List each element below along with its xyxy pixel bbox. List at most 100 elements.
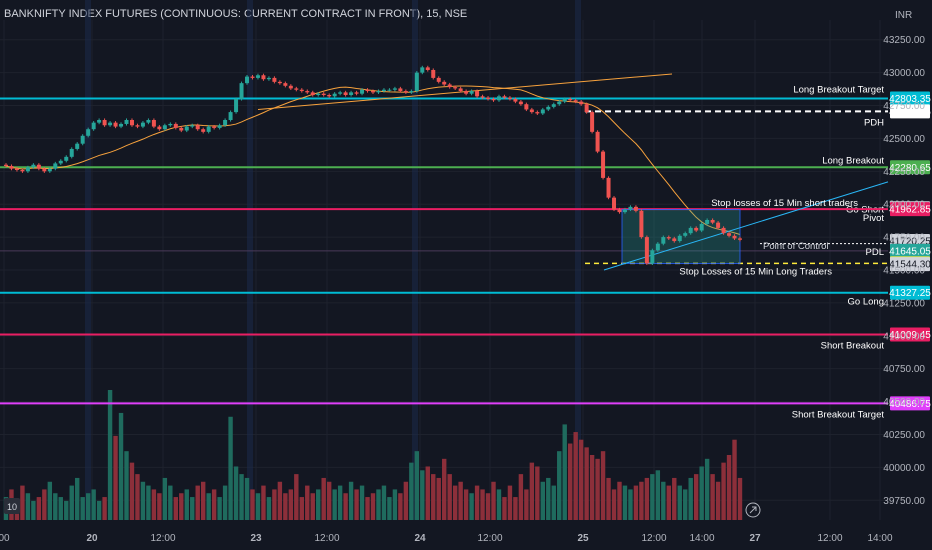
candle-body bbox=[661, 237, 666, 244]
volume-bar bbox=[244, 477, 250, 520]
volume-bar bbox=[211, 489, 217, 520]
candle-body bbox=[245, 76, 250, 84]
volume-bar bbox=[387, 497, 392, 520]
candle-body bbox=[529, 109, 534, 113]
candle-body bbox=[135, 125, 140, 127]
volume-bar bbox=[458, 481, 463, 520]
x-tick-label: 12:00 bbox=[150, 533, 175, 544]
candle-body bbox=[568, 98, 573, 101]
volume-bar bbox=[518, 474, 524, 520]
price-tag-value: 41009.45 bbox=[889, 330, 931, 341]
candle-body bbox=[4, 164, 8, 167]
volume-bar bbox=[64, 500, 69, 520]
volume-bar bbox=[58, 497, 63, 520]
annotation-text: Point of Control bbox=[763, 241, 828, 252]
candle-body bbox=[392, 88, 397, 90]
y-tick-label: 41500.00 bbox=[883, 266, 925, 277]
volume-bar bbox=[666, 485, 671, 520]
volume-bar bbox=[507, 485, 513, 520]
price-tag bbox=[890, 257, 930, 272]
volume-bar bbox=[135, 474, 140, 520]
candle-body bbox=[64, 156, 69, 161]
candle-body bbox=[453, 87, 458, 89]
volume-bar bbox=[704, 458, 710, 520]
volume-bar bbox=[31, 500, 36, 520]
volume-bar bbox=[469, 493, 474, 520]
candles bbox=[4, 65, 742, 265]
volume-bar bbox=[195, 485, 200, 520]
candle-body bbox=[617, 209, 622, 213]
candle-body bbox=[595, 131, 600, 152]
volume-bar bbox=[96, 500, 102, 520]
candle-body bbox=[381, 89, 386, 92]
volume-bar bbox=[595, 458, 600, 520]
y-axis[interactable]: 39750.00 40000.00 40250.00 40500.00 40750.00… bbox=[883, 10, 925, 507]
candle-body bbox=[655, 243, 660, 251]
volume-bar bbox=[107, 390, 113, 520]
candle-body bbox=[190, 125, 195, 127]
candle-body bbox=[672, 238, 677, 242]
volume-bar bbox=[392, 489, 398, 520]
volume-bar bbox=[655, 470, 661, 520]
session-band bbox=[247, 0, 253, 520]
volume-bar bbox=[173, 497, 179, 520]
candle-body bbox=[86, 129, 91, 136]
session-band bbox=[85, 0, 91, 520]
volume-bar bbox=[47, 481, 53, 520]
candle-body bbox=[288, 85, 293, 89]
price-tag bbox=[890, 327, 930, 342]
candle-body bbox=[129, 120, 134, 126]
candle-body bbox=[376, 91, 381, 93]
x-tick-label: 12:00 bbox=[314, 533, 339, 544]
x-tick-label: 25 bbox=[577, 533, 589, 544]
volume-bar bbox=[551, 485, 556, 520]
candle-body bbox=[14, 168, 19, 170]
candle-body bbox=[58, 160, 63, 164]
candle-body bbox=[321, 93, 326, 95]
x-tick-label: 24 bbox=[414, 533, 426, 544]
candle-body bbox=[688, 227, 693, 234]
volume-bar bbox=[606, 477, 611, 520]
price-tag-value: 42803.35 bbox=[889, 94, 931, 105]
y-tick-label: 41750.00 bbox=[883, 233, 925, 244]
candle-body bbox=[622, 209, 627, 213]
price-tag-value: 42280.65 bbox=[889, 163, 931, 174]
x-axis[interactable]: 00 20 12:00 23 12:00 24 12:00 25 12:00 14:00 27 12:… bbox=[0, 533, 893, 544]
tv-badge bbox=[4, 498, 20, 514]
candle-body bbox=[683, 233, 688, 236]
volume-bar bbox=[485, 493, 491, 520]
volume-bar bbox=[688, 477, 693, 520]
volume-bar bbox=[277, 481, 283, 520]
annotation-text: Stop Losses of 15 Min Long Traders bbox=[679, 267, 832, 278]
candle-body bbox=[398, 88, 403, 92]
scroll-to-realtime-icon[interactable] bbox=[745, 502, 761, 518]
price-level-label: Pivot bbox=[863, 213, 884, 224]
candle-body bbox=[157, 126, 162, 130]
price-tag bbox=[890, 91, 930, 106]
volume-bar bbox=[513, 497, 518, 520]
volume-bar bbox=[200, 481, 206, 520]
volume-bar bbox=[398, 493, 403, 520]
candle-body bbox=[42, 168, 47, 172]
candle-body bbox=[277, 81, 282, 84]
session-bands bbox=[85, 0, 581, 520]
volume-bar bbox=[683, 489, 688, 520]
volume-bar bbox=[721, 462, 726, 520]
candle-body bbox=[102, 120, 107, 126]
x-tick-label: 00 bbox=[0, 533, 10, 544]
volume-bar bbox=[600, 451, 606, 520]
volume-bar bbox=[266, 497, 272, 520]
candle-body bbox=[206, 126, 211, 132]
volume-bar bbox=[168, 485, 173, 520]
volume-bar bbox=[25, 493, 31, 520]
volume-bar bbox=[283, 493, 288, 520]
candle-body bbox=[80, 135, 85, 144]
y-tick-label: 43000.00 bbox=[883, 68, 925, 79]
volume-bar bbox=[184, 489, 189, 520]
volume-bar bbox=[611, 489, 617, 520]
grid bbox=[0, 20, 888, 520]
volume-bar bbox=[206, 493, 211, 520]
candle-body bbox=[518, 101, 523, 105]
tv-badge-text: 10 bbox=[7, 502, 17, 512]
